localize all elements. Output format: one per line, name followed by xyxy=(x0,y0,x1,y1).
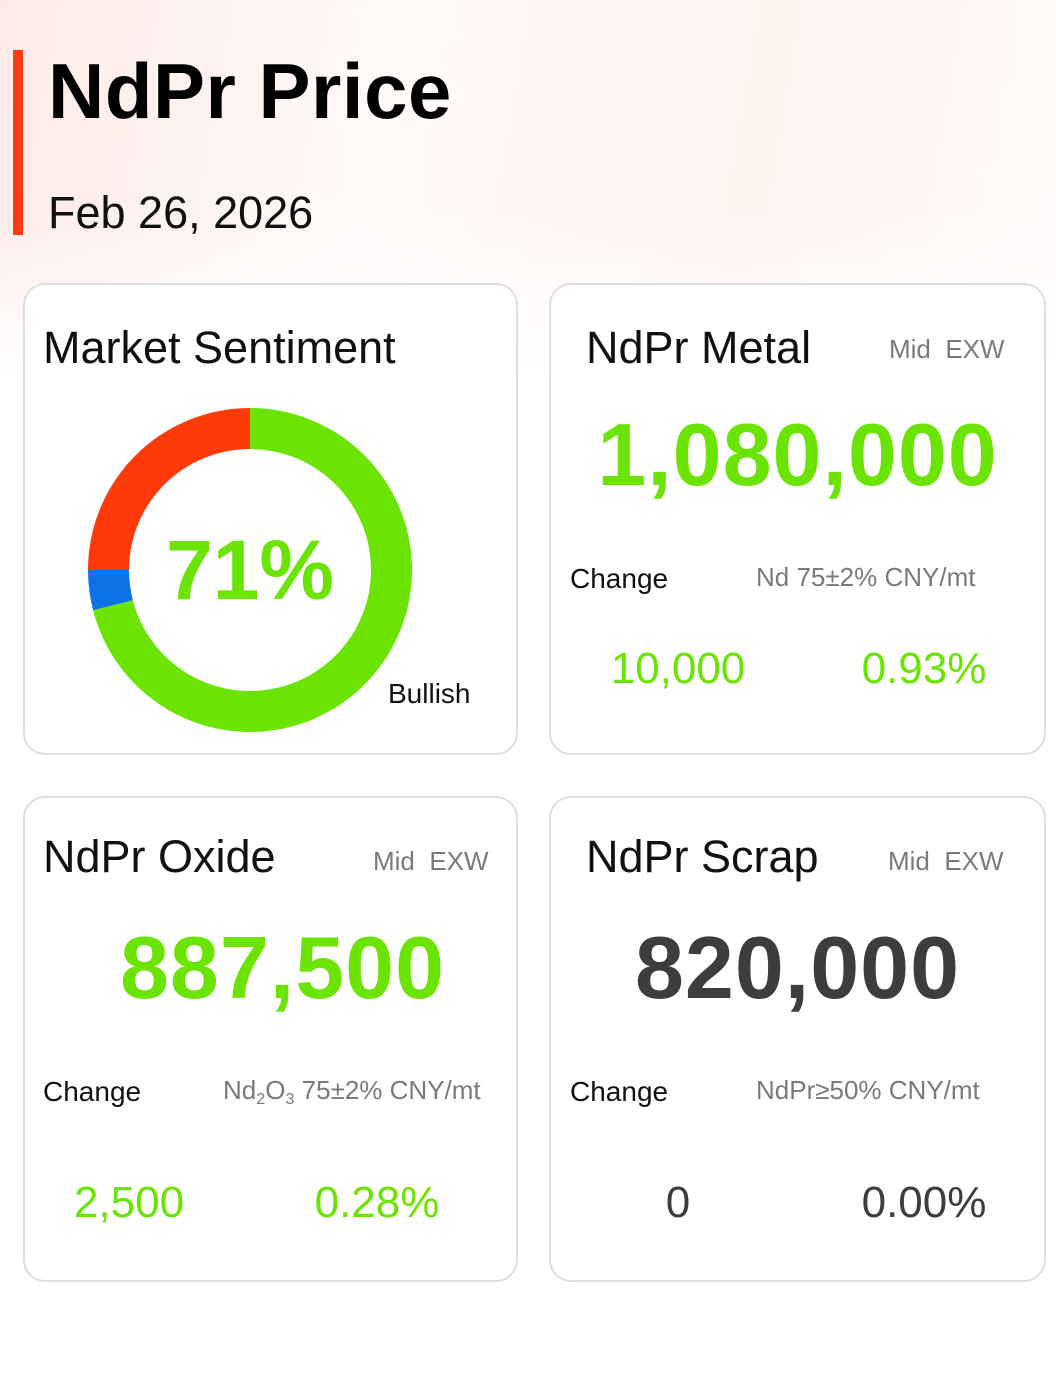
page-title: NdPr Price xyxy=(48,47,452,135)
scrap-spec: NdPr≥50% CNY/mt xyxy=(756,1075,980,1105)
oxide-title: NdPr Oxide xyxy=(43,831,276,882)
metal-change-abs: 10,000 xyxy=(610,644,746,693)
sentiment-label: Bullish xyxy=(388,678,471,709)
scrap-tag: Mid EXW xyxy=(888,846,1004,876)
sentiment-donut: 71% xyxy=(85,405,415,735)
sentiment-donut-chart xyxy=(88,408,412,732)
scrap-change-label: Change xyxy=(570,1076,669,1107)
scrap-change-abs: 0 xyxy=(665,1178,691,1227)
sentiment-percent: 71% xyxy=(165,523,335,617)
metal-tag: Mid EXW xyxy=(889,334,1005,364)
metal-change-label: Change xyxy=(570,563,669,594)
oxide-tag: Mid EXW xyxy=(373,846,489,876)
metal-spec: Nd 75±2% CNY/mt xyxy=(756,562,976,592)
metal-change-pct: 0.93% xyxy=(861,644,987,693)
sentiment-title: Market Sentiment xyxy=(43,322,396,373)
ndpr-metal-card: NdPr Metal Mid EXW 1,080,000 Change Nd 7… xyxy=(549,283,1046,755)
ndpr-scrap-card: NdPr Scrap Mid EXW 820,000 Change NdPr≥5… xyxy=(549,796,1046,1282)
header-accent-bar xyxy=(13,50,23,235)
metal-price: 1,080,000 xyxy=(597,405,998,504)
metal-title: NdPr Metal xyxy=(586,322,812,373)
oxide-change-abs: 2,500 xyxy=(73,1178,185,1227)
oxide-price: 887,500 xyxy=(119,918,446,1017)
scrap-change-pct: 0.00% xyxy=(861,1178,987,1227)
oxide-spec: Nd2O3 75±2% CNY/mt xyxy=(223,1075,481,1108)
oxide-change-pct: 0.28% xyxy=(314,1178,440,1227)
scrap-price: 820,000 xyxy=(634,918,961,1017)
donut-segment-bearish xyxy=(88,408,250,570)
ndpr-oxide-card: NdPr Oxide Mid EXW 887,500 Change Nd2O3 … xyxy=(23,796,518,1282)
market-sentiment-card: Market Sentiment 71% Bullish xyxy=(23,283,518,755)
oxide-change-label: Change xyxy=(43,1076,142,1107)
donut-segment-neutral xyxy=(88,570,133,611)
scrap-title: NdPr Scrap xyxy=(586,831,819,882)
page-date: Feb 26, 2026 xyxy=(48,187,314,238)
